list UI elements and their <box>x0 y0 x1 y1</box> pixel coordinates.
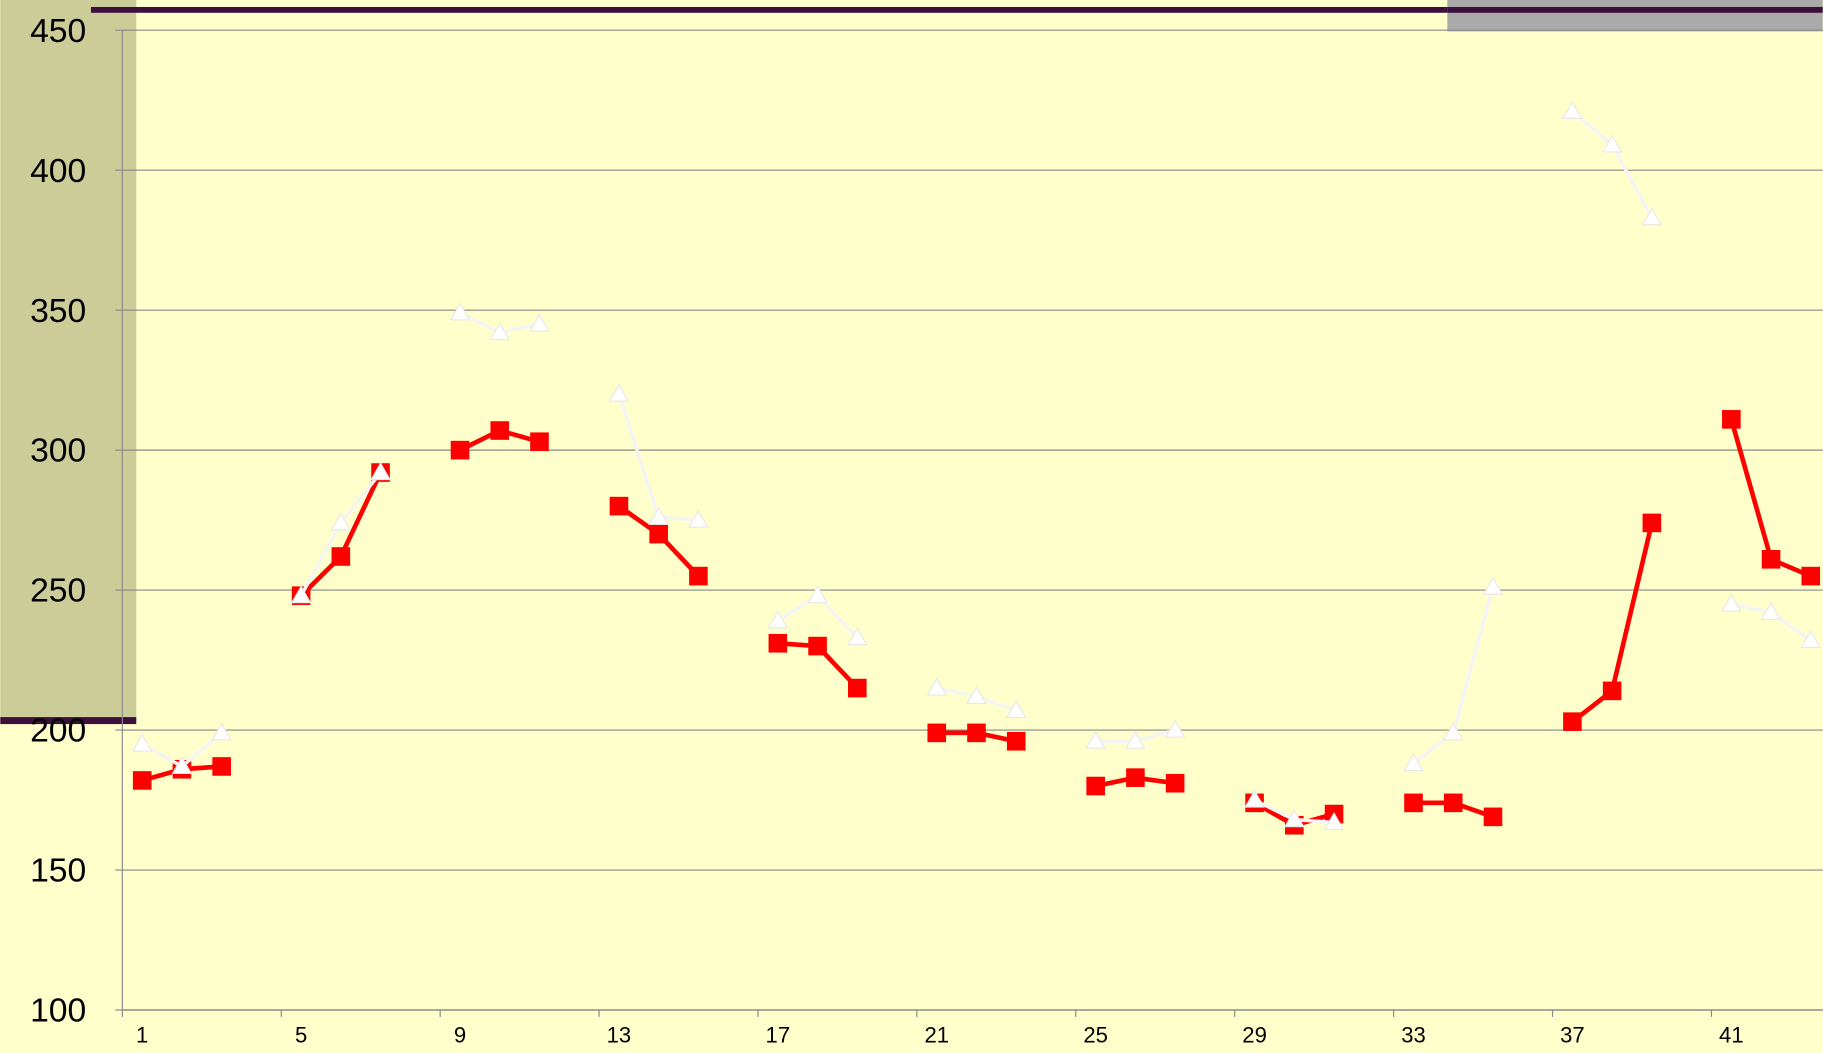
y-tick-label: 350 <box>30 292 86 330</box>
square-marker <box>848 678 867 698</box>
triangle-marker <box>1482 576 1504 595</box>
y-tick-label: 100 <box>30 992 86 1030</box>
x-tick-label: 5 <box>295 1023 307 1048</box>
triangle-marker <box>529 313 550 332</box>
square-marker <box>1443 793 1463 813</box>
square-marker <box>1086 776 1105 796</box>
square-marker <box>1126 768 1145 787</box>
square-marker <box>1483 807 1503 827</box>
triangle-marker <box>449 302 471 321</box>
triangle-marker <box>171 755 193 775</box>
triangle-marker <box>1641 207 1663 226</box>
square-marker <box>1642 513 1662 533</box>
triangle-marker <box>290 585 312 604</box>
triangle-marker <box>370 462 391 481</box>
square-marker <box>927 723 947 743</box>
triangle-marker <box>1125 730 1146 749</box>
top-rule <box>1447 6 1823 13</box>
triangle-marker <box>926 677 948 696</box>
square-marker <box>212 757 231 776</box>
square-marker <box>1722 410 1741 429</box>
square-marker <box>1404 793 1423 813</box>
y-tick-label: 200 <box>30 712 86 750</box>
square-marker <box>967 723 986 743</box>
triangle-marker <box>1284 809 1305 828</box>
square-marker <box>132 771 152 790</box>
square-marker <box>490 421 510 440</box>
triangle-marker <box>1760 602 1782 621</box>
triangle-marker <box>1164 719 1186 738</box>
side-rule <box>0 717 137 725</box>
plot-area <box>131 100 1822 835</box>
square-marker <box>1563 712 1582 731</box>
triangle-marker <box>1800 630 1822 649</box>
square-marker <box>331 547 351 566</box>
square-marker <box>808 636 827 656</box>
y-tick-label: 400 <box>30 152 86 190</box>
square-marker <box>1006 731 1026 751</box>
x-tick-label: 29 <box>1242 1023 1267 1048</box>
corner-box <box>1447 0 1823 32</box>
y-tick-label: 300 <box>30 432 86 470</box>
x-tick-label: 21 <box>924 1023 949 1048</box>
triangle-marker <box>1085 730 1106 749</box>
triangle-marker <box>1721 593 1742 612</box>
y-tick-label: 450 <box>30 12 86 50</box>
square-marker <box>1165 773 1185 793</box>
x-tick-label: 17 <box>766 1023 791 1048</box>
triangle-marker <box>489 322 511 341</box>
square-marker <box>1801 566 1821 586</box>
triangle-marker <box>1323 811 1345 830</box>
x-tick-label: 37 <box>1560 1023 1585 1048</box>
triangle-marker <box>131 733 153 752</box>
triangle-marker <box>330 512 352 531</box>
axes: 100 150 200 250 300 350 400 450 1 5 9 13 17 21 25 29 33 3… <box>30 12 1823 1048</box>
square-marker <box>689 566 708 586</box>
triangle-marker <box>767 610 789 629</box>
square-marker <box>450 440 470 460</box>
triangle-marker <box>966 685 987 705</box>
x-tick-label: 25 <box>1083 1023 1108 1048</box>
y-tick-label: 250 <box>30 572 86 610</box>
x-tick-label: 41 <box>1719 1023 1744 1048</box>
square-marker <box>768 633 788 653</box>
x-tick-label: 1 <box>136 1023 148 1048</box>
triangle-marker <box>1244 789 1265 808</box>
triangle-marker <box>688 509 709 528</box>
side-band <box>0 0 137 721</box>
triangle-marker <box>648 506 669 525</box>
square-marker <box>649 524 668 544</box>
triangle-marker <box>1403 753 1424 772</box>
top-rule <box>90 6 1448 13</box>
triangle-marker <box>1005 699 1027 719</box>
y-tick-label: 150 <box>30 852 86 890</box>
triangle-marker <box>608 383 630 402</box>
triangle-marker <box>211 722 232 741</box>
x-tick-label: 9 <box>454 1023 466 1048</box>
square-marker <box>1602 681 1622 701</box>
triangle-marker <box>1601 134 1623 153</box>
triangle-marker <box>847 627 868 646</box>
triangle-marker <box>807 585 828 604</box>
x-tick-label: 13 <box>607 1023 632 1048</box>
triangle-marker <box>1562 100 1583 119</box>
triangle-marker <box>1442 722 1464 741</box>
square-marker <box>530 432 549 452</box>
square-marker <box>609 496 629 516</box>
square-marker <box>1761 550 1781 569</box>
x-tick-label: 33 <box>1401 1023 1426 1048</box>
